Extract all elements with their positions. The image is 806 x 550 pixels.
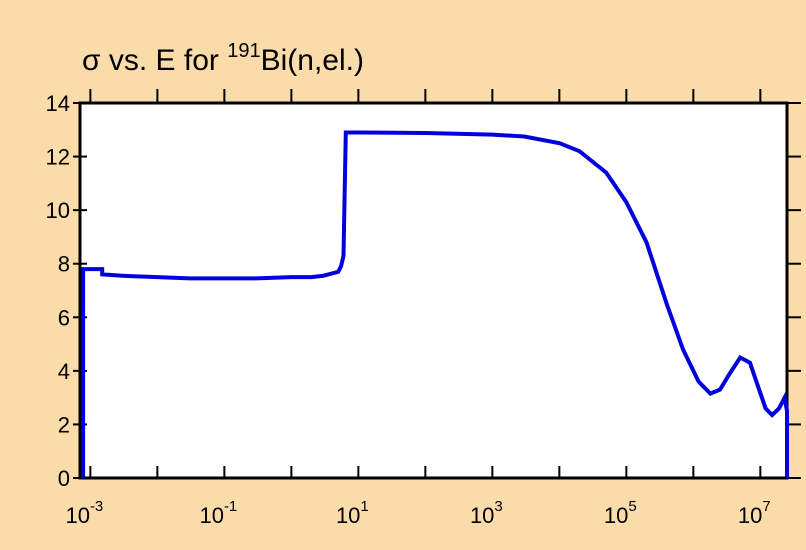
plot-area xyxy=(78,101,789,480)
y-tick-label: 0 xyxy=(58,466,70,491)
y-tick-label: 14 xyxy=(46,91,70,116)
x-tick-base: 10 xyxy=(65,503,89,528)
x-tick-exponent: 5 xyxy=(628,498,636,515)
y-tick-label: 6 xyxy=(58,305,70,330)
y-tick-label: 10 xyxy=(46,198,70,223)
x-tick-exponent: 1 xyxy=(360,498,368,515)
x-tick-exponent: 3 xyxy=(494,498,502,515)
y-tick-label: 2 xyxy=(58,412,70,437)
x-tick-label: 10-1 xyxy=(199,498,237,528)
x-tick-label: 105 xyxy=(604,498,637,528)
x-tick-base: 10 xyxy=(336,503,360,528)
chart-title-suffix: Bi(n,el.) xyxy=(261,44,364,77)
x-tick-label: 103 xyxy=(470,498,503,528)
x-tick-base: 10 xyxy=(470,503,494,528)
x-tick-base: 10 xyxy=(199,503,223,528)
x-tick-label: 107 xyxy=(738,498,771,528)
series-line xyxy=(81,130,789,478)
chart-title-prefix: σ vs. E for xyxy=(82,44,227,77)
chart-title: σ vs. E for 191Bi(n,el.) xyxy=(82,40,364,77)
x-tick-exponent: 7 xyxy=(762,498,770,515)
chart-title-mass-number: 191 xyxy=(227,40,260,62)
x-tick-base: 10 xyxy=(604,503,628,528)
x-tick-base: 10 xyxy=(738,503,762,528)
x-tick-label: 10-3 xyxy=(65,498,103,528)
x-tick-label: 101 xyxy=(336,498,369,528)
y-tick-label: 8 xyxy=(58,252,70,277)
y-tick-label: 4 xyxy=(58,359,70,384)
x-tick-exponent: -1 xyxy=(224,498,237,515)
y-tick-label: 12 xyxy=(46,145,70,170)
x-tick-exponent: -3 xyxy=(90,498,103,515)
axis-ticks xyxy=(73,89,801,479)
